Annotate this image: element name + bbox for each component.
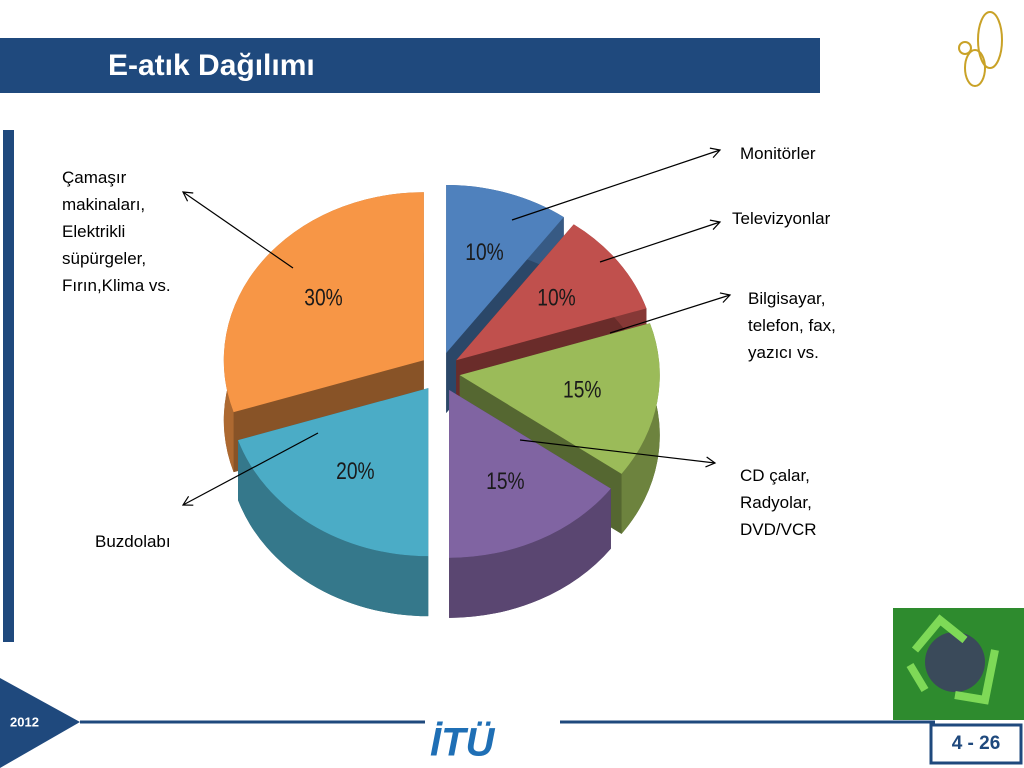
- data-label: 30%: [304, 283, 342, 311]
- footer-logo: İTÜ: [430, 720, 496, 765]
- slice-label: Çamaşır makinaları, Elektrikli süpürgele…: [62, 168, 171, 295]
- recycle-image: [893, 608, 1024, 720]
- slice-top: [459, 323, 660, 474]
- logo-bee: [958, 11, 1003, 87]
- slice-side: [238, 440, 429, 617]
- data-label: 10%: [465, 238, 503, 266]
- arrow: [181, 191, 294, 269]
- chart-title: E-atık Dağılımı: [108, 49, 315, 82]
- data-label: 15%: [563, 376, 601, 404]
- slice: [238, 388, 429, 617]
- slice: [223, 192, 424, 473]
- slice-top: [223, 192, 424, 413]
- data-label: 15%: [486, 467, 524, 495]
- data-label: 10%: [537, 283, 575, 311]
- arrows: [181, 147, 732, 506]
- page-number: 4 - 26: [952, 733, 1001, 754]
- slice-label: Televizyonlar: [732, 209, 831, 228]
- title-bar: [0, 38, 820, 93]
- arrow: [181, 432, 319, 506]
- slice-label: Bilgisayar, telefon, fax, yazıcı vs.: [748, 289, 836, 362]
- page-box: [929, 723, 1023, 765]
- arrow: [599, 219, 722, 263]
- data-label: 20%: [336, 457, 374, 485]
- footer-triangle: [0, 678, 80, 768]
- slice-side: [449, 488, 611, 618]
- side-bar: [3, 130, 14, 642]
- arrow: [609, 292, 732, 334]
- pie: 10% 10% 30% 15% 20% 15%: [223, 184, 660, 618]
- footer-year: 2012: [10, 714, 39, 729]
- slice-top: [456, 224, 647, 361]
- slice-label: CD çalar, Radyolar, DVD/VCR: [740, 466, 817, 539]
- slice-label: Monitörler: [740, 144, 816, 163]
- slice-label: Buzdolabı: [95, 532, 171, 551]
- slice-top: [449, 389, 611, 558]
- slice-top: [238, 388, 429, 557]
- slice: [449, 389, 611, 618]
- arrow: [511, 147, 722, 221]
- arrow: [519, 439, 717, 468]
- slice-top: [446, 184, 564, 353]
